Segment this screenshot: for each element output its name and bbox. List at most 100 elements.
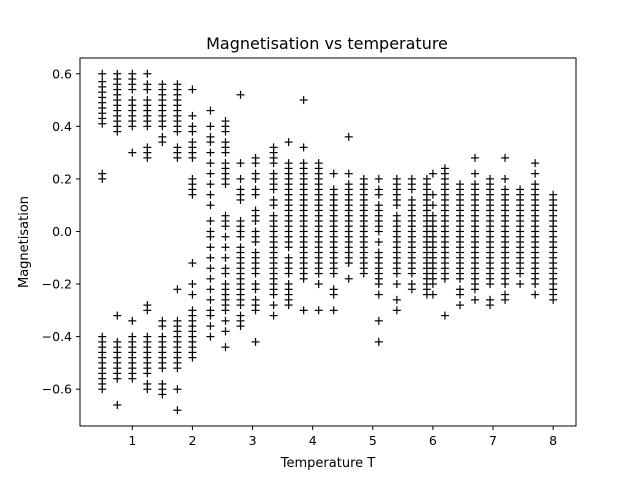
data-point	[206, 253, 215, 262]
data-point	[251, 190, 260, 199]
x-tick-label: 8	[549, 433, 557, 448]
y-axis-label: Magnetisation	[17, 196, 32, 288]
x-tick-label: 2	[188, 433, 196, 448]
data-point	[206, 311, 215, 320]
data-point	[113, 127, 122, 136]
x-tick-label: 7	[489, 433, 497, 448]
data-point	[314, 280, 323, 289]
data-point	[143, 122, 152, 131]
data-point	[173, 285, 182, 294]
data-point	[188, 111, 197, 120]
x-axis: 1 2 3 4 5 6 7 8	[128, 426, 557, 448]
data-point	[206, 232, 215, 241]
data-point	[344, 259, 353, 268]
data-point	[173, 385, 182, 394]
data-point	[329, 306, 338, 315]
data-point	[329, 290, 338, 299]
data-point	[470, 169, 479, 178]
data-point	[407, 285, 416, 294]
data-point	[158, 138, 167, 147]
data-point	[158, 364, 167, 373]
data-point	[251, 159, 260, 168]
data-point	[236, 322, 245, 331]
data-point	[516, 280, 525, 289]
data-point	[251, 238, 260, 246]
data-point	[221, 222, 230, 231]
data-point	[455, 290, 464, 299]
data-point	[486, 301, 495, 310]
data-point	[284, 301, 293, 310]
data-point	[158, 122, 167, 131]
data-point	[392, 269, 401, 278]
data-point	[158, 390, 167, 399]
data-point	[501, 295, 510, 304]
y-tick-label: −0.6	[42, 382, 72, 397]
y-tick-label: −0.4	[42, 329, 72, 344]
data-point	[236, 174, 245, 183]
data-point	[374, 174, 383, 183]
data-point	[143, 153, 152, 162]
data-point	[236, 232, 245, 241]
data-point	[407, 269, 416, 278]
data-point	[206, 264, 215, 273]
data-point	[98, 385, 107, 394]
data-point	[206, 148, 215, 157]
data-point	[299, 96, 308, 105]
data-point	[516, 269, 525, 278]
data-point	[392, 201, 401, 210]
data-point	[392, 280, 401, 289]
data-point	[221, 127, 230, 136]
data-point	[440, 274, 449, 283]
data-point	[470, 295, 479, 304]
data-point	[221, 232, 230, 241]
data-point	[188, 290, 197, 299]
data-point	[329, 269, 338, 278]
y-tick-label: −0.2	[42, 277, 72, 292]
data-point	[531, 280, 540, 289]
data-point	[173, 406, 182, 415]
data-point	[128, 374, 137, 383]
data-point	[188, 127, 197, 136]
data-point	[428, 169, 437, 178]
data-point	[269, 290, 278, 299]
data-point	[143, 369, 152, 378]
data-point	[206, 322, 215, 331]
data-point	[486, 280, 495, 289]
x-axis-label: Temperature T	[280, 456, 375, 471]
data-point	[374, 316, 383, 325]
data-point	[428, 201, 437, 210]
data-point	[374, 290, 383, 299]
data-point	[206, 138, 215, 147]
data-point	[428, 190, 437, 199]
data-point	[206, 332, 215, 341]
data-point	[428, 280, 437, 289]
data-point	[188, 190, 197, 199]
data-point	[158, 322, 167, 331]
data-point	[206, 190, 215, 199]
data-point	[299, 274, 308, 283]
plot-frame	[79, 57, 577, 427]
y-axis: −0.6 −0.4 −0.2 0.0 0.2 0.4 0.6	[42, 66, 80, 397]
data-point	[206, 274, 215, 283]
data-point	[98, 119, 107, 128]
data-point	[299, 306, 308, 315]
data-point	[206, 180, 215, 189]
data-point	[221, 243, 230, 252]
data-point	[344, 274, 353, 283]
data-point	[251, 174, 260, 183]
data-point	[299, 143, 308, 152]
data-point	[284, 269, 293, 278]
data-point	[221, 180, 230, 189]
data-point	[173, 364, 182, 373]
data-point	[470, 153, 479, 162]
data-point	[206, 295, 215, 304]
data-point	[173, 127, 182, 136]
data-point	[221, 327, 230, 336]
y-tick-label: 0.0	[52, 224, 72, 239]
data-point	[251, 216, 260, 225]
data-point	[206, 169, 215, 178]
data-point	[344, 132, 353, 141]
data-point	[269, 301, 278, 310]
data-point	[143, 306, 152, 315]
data-point	[206, 106, 215, 115]
